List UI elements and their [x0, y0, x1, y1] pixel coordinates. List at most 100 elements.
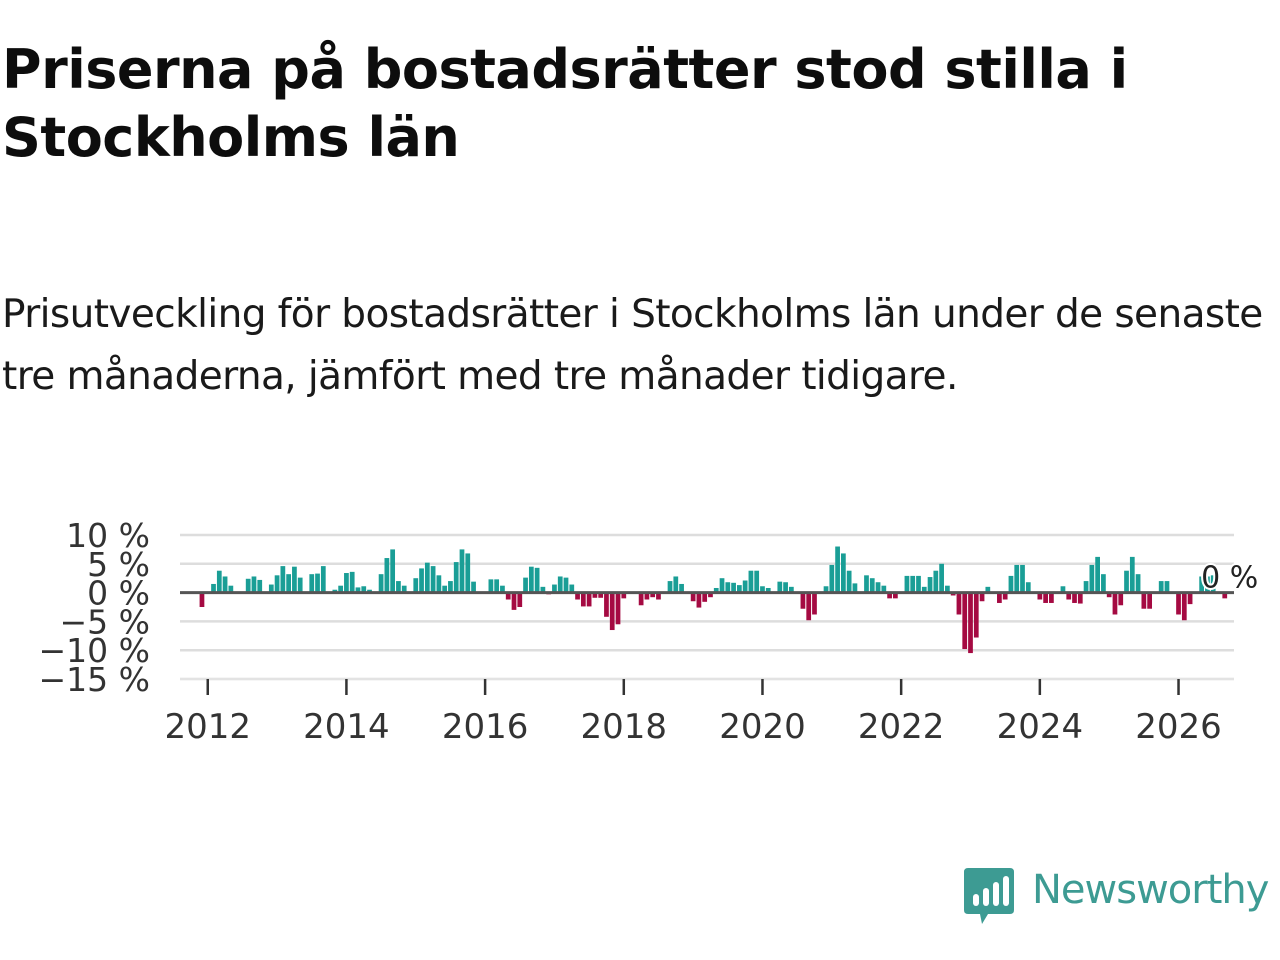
bar	[459, 549, 465, 593]
bar	[1129, 556, 1135, 593]
bar	[1060, 586, 1066, 593]
bar	[338, 585, 344, 593]
bar	[673, 576, 679, 593]
bar	[985, 586, 991, 593]
bar	[528, 566, 534, 593]
page-title: Priserna på bostadsrätter stod stilla i …	[2, 38, 1128, 169]
bar	[494, 579, 500, 593]
bar	[292, 566, 297, 593]
bar	[1008, 575, 1014, 593]
bar	[309, 574, 315, 593]
bar	[621, 592, 627, 599]
bar	[1014, 564, 1020, 593]
brand-name: Newsworthy	[1032, 867, 1269, 913]
bar	[708, 592, 713, 598]
bar	[979, 592, 985, 602]
bar	[1066, 592, 1072, 600]
bar	[806, 592, 812, 621]
bar	[916, 575, 921, 593]
bar	[823, 586, 829, 593]
bar	[419, 568, 424, 593]
bar	[563, 577, 569, 593]
bar	[667, 581, 673, 593]
x-tick-label: 2012	[164, 707, 251, 747]
bar	[615, 592, 621, 625]
brand-logo: Newsworthy	[962, 862, 1278, 928]
bar	[268, 584, 274, 593]
bar	[1205, 576, 1210, 593]
bar	[286, 574, 292, 593]
bar	[448, 581, 453, 593]
bar	[933, 570, 939, 593]
page-subtitle: Prisutveckling för bostadsrätter i Stock…	[2, 292, 1263, 399]
bar	[500, 585, 505, 593]
bar	[540, 586, 546, 593]
bar	[1095, 556, 1100, 593]
bar	[604, 592, 609, 617]
bar	[713, 587, 719, 593]
bar	[742, 580, 748, 593]
bar	[887, 592, 892, 599]
bar	[893, 592, 898, 599]
bar	[1049, 592, 1054, 603]
bar	[690, 592, 696, 602]
bar	[696, 592, 702, 608]
bar	[656, 592, 661, 600]
bar	[1118, 592, 1124, 606]
bar	[1025, 582, 1031, 593]
bar	[344, 573, 349, 593]
bar	[800, 592, 806, 609]
bar	[575, 592, 580, 600]
bar	[1072, 592, 1077, 603]
bar	[719, 578, 725, 593]
bar	[216, 570, 222, 593]
bar	[644, 592, 650, 600]
bar	[523, 577, 528, 593]
bar	[424, 562, 430, 593]
bar	[956, 592, 962, 615]
bars	[199, 546, 1228, 654]
bar	[1141, 592, 1147, 609]
bar	[552, 584, 557, 593]
bar	[320, 566, 326, 593]
bar	[650, 592, 656, 598]
bar	[413, 578, 419, 593]
bar	[1222, 592, 1228, 599]
bar	[973, 592, 979, 638]
bar	[534, 567, 540, 593]
bar	[1106, 592, 1112, 598]
bar	[430, 566, 436, 593]
latest-value-annotation: 0 %	[1201, 561, 1258, 596]
bar	[257, 579, 263, 593]
bar	[471, 581, 476, 593]
bar	[488, 579, 494, 593]
bar	[962, 592, 968, 650]
bar	[760, 586, 765, 593]
bar	[580, 592, 586, 607]
bar	[702, 592, 708, 602]
bar	[846, 570, 852, 593]
bar	[592, 592, 598, 598]
y-tick-label: −10 %	[39, 631, 151, 670]
bar	[505, 592, 511, 600]
bar	[1037, 592, 1043, 600]
bar	[315, 573, 320, 593]
bar	[875, 582, 881, 593]
bar	[904, 575, 910, 593]
bar	[274, 575, 280, 593]
bar	[1199, 576, 1205, 593]
x-tick-label: 2026	[1135, 707, 1222, 747]
bar	[748, 570, 754, 593]
bar	[921, 586, 927, 593]
y-tick-label: −15 %	[39, 660, 151, 699]
bar	[569, 584, 575, 593]
x-tick-label: 2014	[303, 707, 390, 747]
bar	[465, 553, 471, 593]
bar	[211, 583, 216, 593]
bar	[869, 578, 875, 593]
bar	[1077, 592, 1083, 604]
bar	[586, 592, 592, 607]
bar	[436, 575, 442, 593]
bar	[1101, 574, 1106, 593]
bar	[355, 587, 361, 593]
